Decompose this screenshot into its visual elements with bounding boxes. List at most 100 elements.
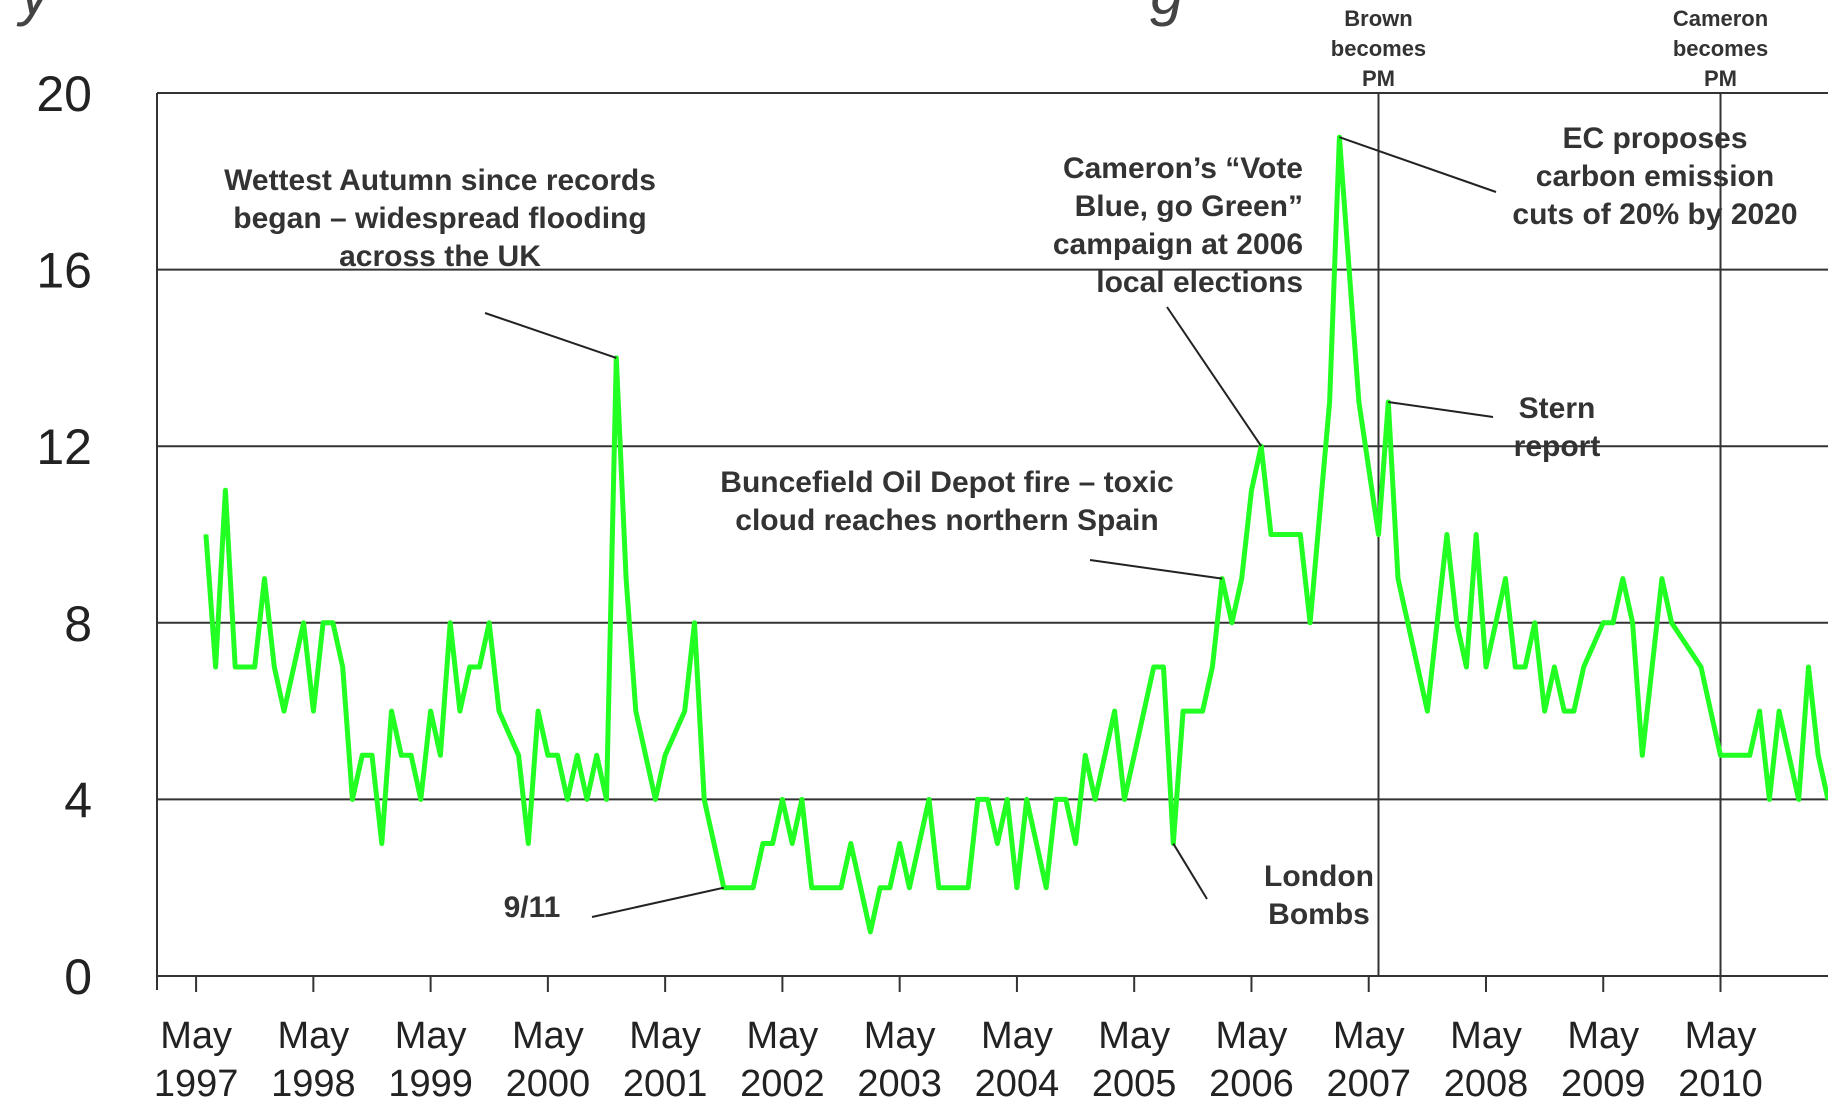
data-point <box>312 710 314 712</box>
data-point <box>518 754 520 756</box>
data-point <box>263 578 265 580</box>
data-point <box>606 798 608 800</box>
data-point <box>224 489 226 491</box>
data-point <box>234 666 236 668</box>
data-point <box>1035 843 1037 845</box>
event-label: becomes <box>1673 36 1768 61</box>
data-point <box>566 798 568 800</box>
data-point <box>430 710 432 712</box>
annotation-text: EC proposes <box>1562 122 1747 155</box>
data-point <box>547 754 549 756</box>
data-point <box>918 843 920 845</box>
data-point <box>381 843 383 845</box>
data-point <box>1094 798 1096 800</box>
x-tick-year: 2001 <box>623 1063 708 1105</box>
data-point <box>1768 798 1770 800</box>
event-label: PM <box>1362 66 1395 91</box>
annotation-text: report <box>1514 430 1601 463</box>
data-point <box>1798 798 1800 800</box>
data-point <box>1612 622 1614 624</box>
annotation-text: cloud reaches northern Spain <box>735 504 1158 537</box>
data-point <box>1641 754 1643 756</box>
data-point <box>332 622 334 624</box>
annotation-text: Wettest Autumn since records <box>224 164 656 197</box>
data-point <box>781 798 783 800</box>
data-point <box>576 754 578 756</box>
annotation-text: campaign at 2006 <box>1053 228 1303 261</box>
data-point <box>654 798 656 800</box>
data-point <box>391 710 393 712</box>
y-tick-label: 12 <box>36 419 92 475</box>
data-point <box>801 798 803 800</box>
data-point <box>1495 622 1497 624</box>
annotation-text: Stern <box>1519 392 1596 425</box>
data-point <box>1045 887 1047 889</box>
x-tick-month: May <box>1333 1015 1405 1057</box>
x-tick-year: 1999 <box>388 1063 473 1105</box>
data-point <box>1397 578 1399 580</box>
annotations: Wettest Autumn since records began – wide… <box>224 122 1797 931</box>
data-point <box>713 843 715 845</box>
data-point <box>1211 666 1213 668</box>
series-line <box>203 134 1828 935</box>
data-point <box>664 754 666 756</box>
annotation-leader <box>1388 401 1494 418</box>
data-point <box>1788 754 1790 756</box>
data-point <box>1026 798 1028 800</box>
event-label: Cameron <box>1673 6 1768 31</box>
data-point <box>498 710 500 712</box>
data-point <box>1632 622 1634 624</box>
annotation-leader <box>484 312 617 359</box>
data-point <box>1573 710 1575 712</box>
data-point <box>1720 754 1722 756</box>
data-point <box>410 754 412 756</box>
annotation-text: began – widespread flooding <box>233 202 646 235</box>
annotation-text: carbon emission <box>1536 160 1774 193</box>
x-tick-month: May <box>981 1015 1053 1057</box>
data-point <box>1583 666 1585 668</box>
data-point <box>1817 754 1819 756</box>
data-point <box>869 931 871 933</box>
data-point <box>1544 710 1546 712</box>
data-point <box>342 666 344 668</box>
data-point <box>371 754 373 756</box>
annotation-text: 9/11 <box>504 891 561 924</box>
data-point <box>1241 578 1243 580</box>
y-tick-label: 16 <box>36 243 92 299</box>
data-point <box>938 887 940 889</box>
data-point <box>1407 622 1409 624</box>
data-point <box>273 666 275 668</box>
data-point <box>645 754 647 756</box>
data-point <box>361 754 363 756</box>
data-point <box>1485 666 1487 668</box>
data-point <box>1114 710 1116 712</box>
data-point <box>1309 622 1311 624</box>
x-tick-month: May <box>1567 1015 1639 1057</box>
data-point <box>987 798 989 800</box>
data-point <box>1084 754 1086 756</box>
x-tick-month: May <box>1685 1015 1757 1057</box>
data-point <box>840 887 842 889</box>
x-tick-month: May <box>1098 1015 1170 1057</box>
data-point <box>908 887 910 889</box>
data-point <box>684 710 686 712</box>
data-point <box>215 666 217 668</box>
data-point <box>967 887 969 889</box>
data-point <box>635 710 637 712</box>
data-point <box>1759 710 1761 712</box>
data-point <box>1426 710 1428 712</box>
annotation-text: Blue, go Green” <box>1075 190 1303 223</box>
data-point <box>1231 622 1233 624</box>
annotation-text: Bombs <box>1268 898 1370 931</box>
annotation-text: London <box>1264 860 1374 893</box>
data-point <box>1553 666 1555 668</box>
x-tick-month: May <box>277 1015 349 1057</box>
data-point <box>1602 622 1604 624</box>
annotation-leader <box>1089 559 1223 580</box>
data-point <box>351 798 353 800</box>
data-point <box>1182 710 1184 712</box>
data-point <box>1055 798 1057 800</box>
data-point <box>1622 578 1624 580</box>
x-tick-month: May <box>747 1015 819 1057</box>
data-point <box>928 798 930 800</box>
